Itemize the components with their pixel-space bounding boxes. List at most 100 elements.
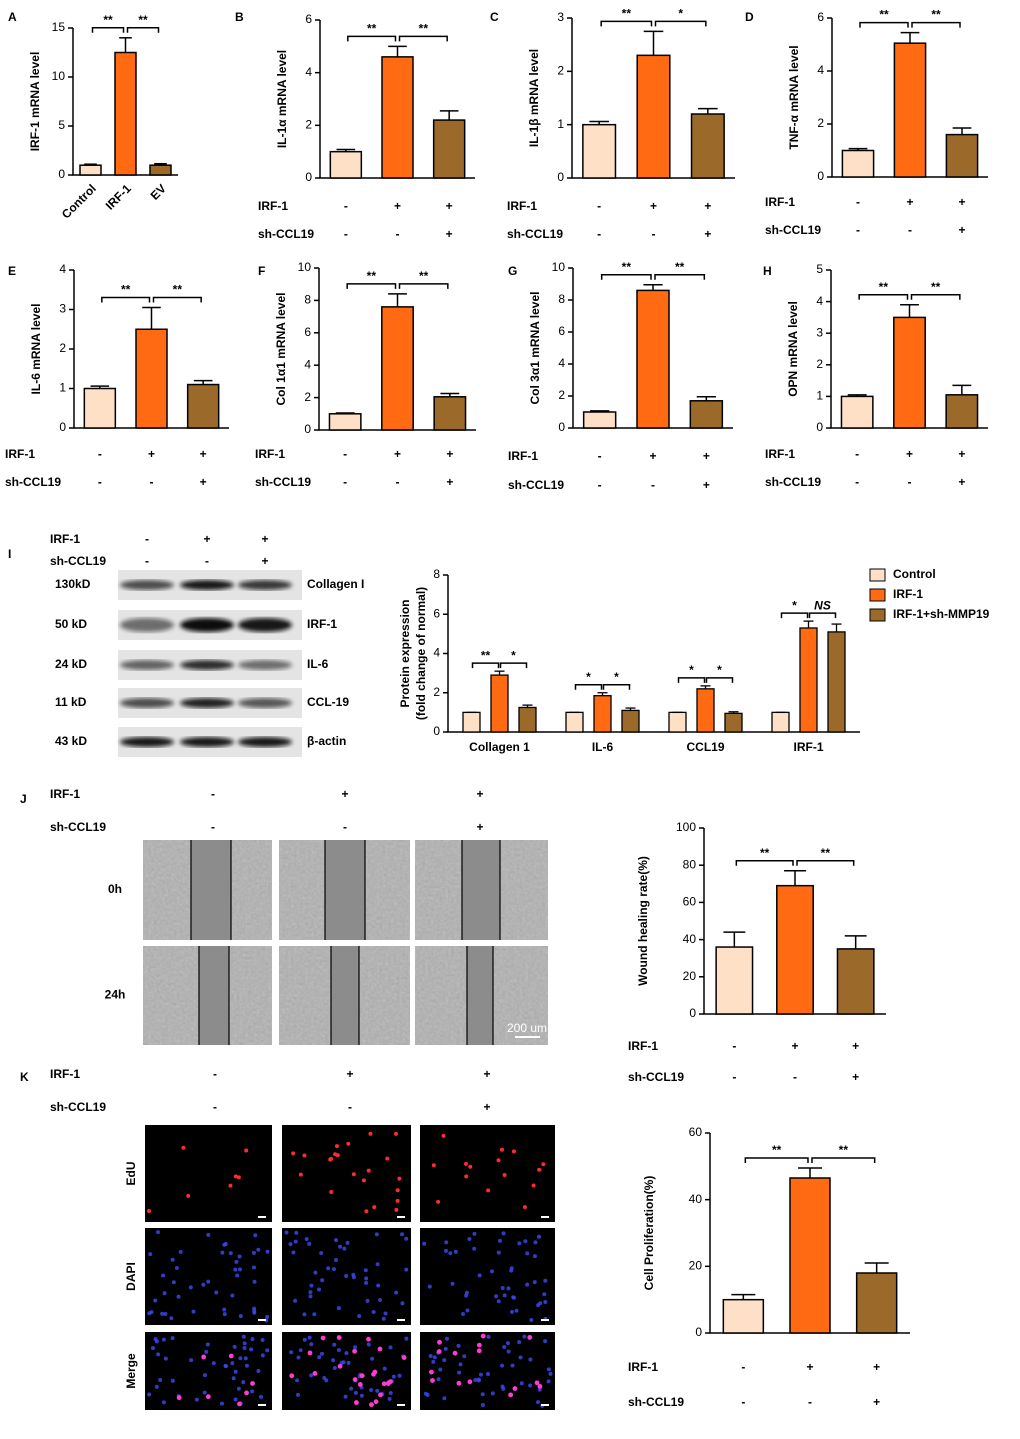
y-tick-label: 40 (683, 932, 697, 946)
dapi-nucleus (309, 1283, 314, 1288)
y-tick-label: 10 (298, 260, 312, 274)
y-tick-label: 2 (557, 64, 564, 78)
bar (840, 395, 874, 429)
band-protein: β-actin (307, 734, 346, 748)
y-tick-label: 5 (58, 118, 65, 132)
dapi-nucleus (206, 1279, 211, 1284)
condition-sign: + (873, 1360, 880, 1374)
band-size: 11 kD (55, 695, 87, 709)
dapi-nucleus (500, 1384, 505, 1389)
y-tick-label: 100 (676, 820, 696, 834)
significance-bracket (796, 860, 855, 866)
bar (328, 413, 362, 431)
significance-bracket (654, 20, 707, 27)
significance-bracket (347, 35, 397, 42)
dapi-nucleus (432, 1355, 437, 1360)
panel-label: D (745, 10, 754, 24)
dapi-nucleus (260, 1337, 265, 1342)
wound-gap (331, 946, 359, 1045)
dapi-nucleus (501, 1231, 506, 1236)
condition-sign: + (704, 199, 711, 213)
merge-nucleus (527, 1335, 533, 1340)
edu-nucleus (499, 1147, 504, 1152)
dapi-nucleus (519, 1381, 524, 1386)
y-tick-label: 6 (304, 325, 311, 339)
significance-label: ** (367, 22, 377, 36)
dapi-nucleus (364, 1280, 369, 1285)
edu-nucleus (351, 1172, 356, 1177)
y-tick-label: 0 (58, 167, 65, 181)
dapi-nucleus (341, 1360, 346, 1365)
edu-nucleus (298, 1172, 303, 1177)
condition-name: sh-CCL19 (50, 1100, 106, 1114)
bar (715, 946, 754, 1015)
dapi-nucleus (442, 1358, 447, 1363)
dapi-nucleus (149, 1310, 154, 1315)
significance-label: ** (821, 846, 831, 860)
dapi-nucleus (353, 1345, 358, 1350)
condition-sign: - (211, 787, 215, 801)
legend-label: IRF-1 (893, 587, 923, 601)
panel-label: K (20, 1070, 29, 1084)
dapi-nucleus (316, 1287, 321, 1292)
blot-band (120, 660, 174, 670)
condition-name: sh-CCL19 (5, 475, 61, 489)
dapi-nucleus (394, 1290, 399, 1295)
dapi-nucleus (320, 1278, 325, 1283)
significance-bracket (654, 274, 706, 280)
condition-sign: + (476, 820, 483, 834)
condition-name: IRF-1 (628, 1039, 658, 1053)
y-tick-label: 4 (816, 294, 823, 308)
dapi-nucleus (308, 1294, 313, 1299)
condition-sign: - (205, 554, 209, 568)
y-axis-label: OPN mRNA level (786, 301, 800, 397)
significance-bracket (600, 274, 652, 280)
condition-name: sh-CCL19 (765, 223, 821, 237)
condition-sign: - (598, 449, 602, 463)
bar (582, 411, 617, 429)
dapi-nucleus (457, 1370, 462, 1375)
dapi-nucleus (252, 1279, 257, 1284)
condition-sign: + (446, 199, 453, 213)
merge-nucleus (437, 1339, 442, 1345)
dapi-nucleus (189, 1358, 194, 1363)
dapi-nucleus (147, 1392, 152, 1397)
blot-band (180, 618, 234, 632)
condition-sign: + (394, 447, 401, 461)
dapi-nucleus (293, 1298, 298, 1303)
dapi-nucleus (230, 1293, 235, 1298)
dapi-nucleus (529, 1317, 534, 1322)
dapi-nucleus (388, 1390, 393, 1395)
condition-sign: - (793, 1070, 797, 1084)
edu-nucleus (395, 1198, 400, 1203)
bar (789, 1177, 831, 1334)
condition-sign: - (150, 475, 154, 489)
dapi-nucleus (343, 1394, 348, 1399)
dapi-nucleus (233, 1369, 238, 1374)
condition-name: sh-CCL19 (628, 1395, 684, 1409)
x-tick-label: IRF-1 (103, 181, 134, 212)
edu-nucleus (302, 1153, 307, 1158)
dapi-nucleus (344, 1274, 349, 1279)
wound-gap (191, 840, 231, 940)
dapi-nucleus (223, 1363, 228, 1368)
condition-sign: - (651, 478, 655, 492)
dapi-nucleus (244, 1363, 249, 1368)
dapi-nucleus (537, 1234, 542, 1239)
merge-nucleus (534, 1380, 540, 1386)
y-tick-label: 80 (683, 857, 697, 871)
edu-nucleus (233, 1174, 238, 1179)
y-tick-label: 6 (305, 12, 312, 26)
bar (945, 133, 979, 178)
condition-sign: + (873, 1395, 880, 1409)
dapi-nucleus (537, 1387, 542, 1392)
bar (593, 695, 612, 733)
condition-sign: - (855, 447, 859, 461)
significance-bracket (705, 677, 734, 683)
dapi-nucleus (231, 1376, 236, 1381)
dapi-nucleus (472, 1246, 477, 1251)
bar (799, 627, 818, 733)
dapi-nucleus (462, 1354, 467, 1359)
dapi-nucleus (400, 1232, 405, 1237)
band-size: 43 kD (55, 734, 87, 748)
